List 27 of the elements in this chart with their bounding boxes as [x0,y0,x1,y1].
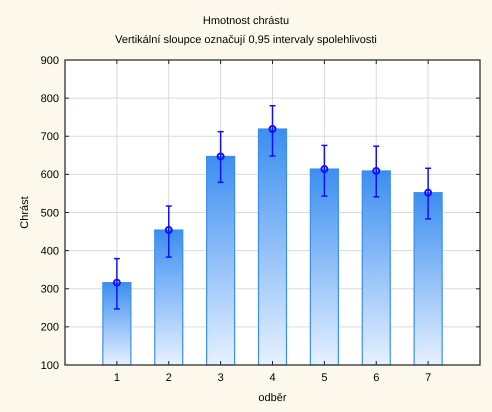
y-tick-label: 700 [40,131,59,144]
x-tick-label: 5 [321,372,328,384]
point [216,152,225,160]
point [320,165,328,174]
point [112,278,121,287]
y-tick-label: 500 [40,207,59,220]
chart-title: Hmotnost chrástu [202,15,290,27]
y-tick-label: 900 [40,54,59,67]
y-tick-label: 200 [40,322,59,334]
y-tick-label: 600 [40,169,59,182]
point [372,166,380,175]
x-tick-label: 1 [114,372,120,384]
y-tick-label: 100 [40,360,59,372]
point [164,226,173,234]
y-tick-label: 400 [40,245,59,258]
y-tick-label: 800 [40,92,59,105]
chart-subtitle: Vertikální sloupce označují 0,95 intervaly spolehlivosti [115,34,377,46]
x-tick-label: 7 [425,372,432,384]
x-tick-label: 2 [166,372,172,384]
point [424,188,432,197]
x-tick-label: 6 [373,372,380,384]
point [268,125,276,134]
x-tick-label: 3 [218,372,224,384]
y-axis-title: Chrást [19,196,31,229]
y-tick-label: 300 [40,284,59,296]
x-axis-title: odběr [258,392,287,404]
x-tick-label: 4 [269,372,276,384]
